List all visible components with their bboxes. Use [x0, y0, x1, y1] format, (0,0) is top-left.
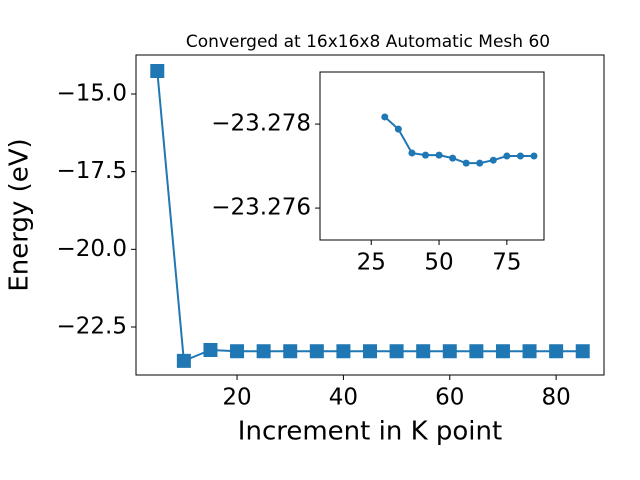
- marker: [449, 154, 457, 162]
- marker: [421, 151, 429, 159]
- marker: [495, 344, 510, 359]
- marker: [503, 152, 511, 160]
- marker: [150, 64, 165, 78]
- marker: [336, 344, 351, 359]
- x-tick-label: 75: [492, 250, 521, 276]
- series-group: [150, 64, 590, 368]
- axes-frame: [319, 71, 545, 241]
- x-tick-label: 80: [541, 385, 570, 411]
- marker: [575, 344, 590, 359]
- marker: [381, 113, 389, 121]
- y-axis-label: Energy (eV): [5, 138, 35, 291]
- y-tick-label: −23.278: [211, 111, 311, 137]
- marker: [435, 151, 443, 159]
- marker: [489, 156, 497, 164]
- chart-title: Converged at 16x16x8 Automatic Mesh 60: [186, 32, 550, 52]
- marker: [256, 344, 271, 359]
- marker: [469, 344, 484, 359]
- y-tick-label: −23.276: [211, 195, 311, 221]
- marker: [309, 344, 324, 359]
- marker: [416, 344, 431, 359]
- marker: [530, 152, 538, 160]
- y-tick-label: −22.5: [57, 314, 127, 340]
- x-axis-label: Increment in K point: [238, 417, 502, 447]
- x-tick-label: 60: [435, 385, 464, 411]
- marker: [442, 344, 457, 359]
- marker: [408, 149, 416, 157]
- marker: [363, 344, 377, 359]
- x-tick-label: 40: [329, 385, 358, 411]
- marker: [283, 344, 298, 359]
- x-tick-label: 50: [424, 250, 453, 276]
- x-tick-label: 25: [357, 250, 386, 276]
- marker: [476, 159, 484, 167]
- axes-frame: [135, 54, 605, 376]
- marker: [522, 344, 537, 359]
- series-group: [381, 113, 538, 167]
- y-tick-label: −15.0: [57, 80, 127, 106]
- marker: [549, 344, 564, 359]
- marker: [462, 159, 470, 167]
- marker: [516, 152, 524, 160]
- marker: [230, 344, 245, 359]
- marker: [203, 342, 218, 357]
- x-tick-label: 20: [222, 385, 251, 411]
- marker: [176, 353, 191, 368]
- y-tick-label: −17.5: [57, 158, 127, 184]
- marker: [394, 125, 402, 133]
- marker: [389, 344, 404, 359]
- y-tick-label: −20.0: [57, 236, 127, 262]
